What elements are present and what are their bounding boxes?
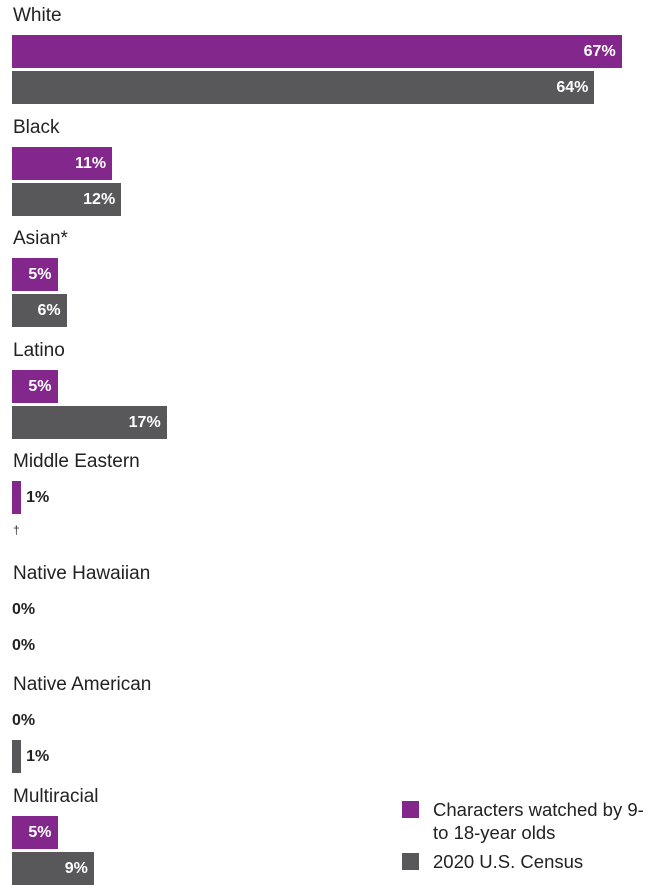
value-label: 11% (74, 154, 107, 172)
category-label: Native Hawaiian (13, 562, 151, 584)
bar-census (12, 71, 595, 104)
category-label: Middle Eastern (13, 451, 140, 472)
legend-item-characters: Characters watched by 9- to 18-year olds (402, 798, 662, 844)
value-label: 12% (83, 190, 116, 208)
value-label: 1% (26, 748, 50, 765)
value-label: 6% (37, 302, 61, 319)
value-label: 67% (583, 43, 616, 60)
value-label: 0% (12, 600, 36, 618)
category-label: Asian* (13, 228, 68, 249)
bar-characters (12, 369, 58, 403)
bar-characters (12, 258, 58, 291)
value-label: 9% (64, 859, 88, 877)
value-label: 5% (28, 823, 52, 841)
bar-characters (12, 35, 622, 68)
legend-swatch-characters (402, 801, 419, 818)
category-label: Multiracial (13, 785, 99, 807)
legend-label-characters: Characters watched by 9- to 18-year olds (433, 799, 644, 843)
category-label: Native American (13, 674, 152, 695)
category-label: White (13, 5, 62, 26)
bar-characters (12, 815, 58, 849)
bar-characters (12, 481, 22, 514)
value-label: 0% (12, 712, 36, 729)
footnote-marker: † (13, 523, 20, 537)
value-label: 17% (128, 413, 161, 431)
legend-label-census: 2020 U.S. Census (433, 851, 584, 872)
value-label: 64% (556, 79, 589, 96)
legend: Characters watched by 9- to 18-year olds… (402, 798, 662, 879)
category-label: Black (13, 116, 60, 138)
legend-item-census: 2020 U.S. Census (402, 850, 662, 873)
value-label: 0% (12, 636, 36, 654)
value-label: 1% (26, 489, 50, 506)
value-label: 5% (28, 266, 52, 283)
bar-census (12, 294, 67, 327)
bar-census (12, 405, 167, 439)
bar-characters (12, 146, 113, 180)
bar-census (12, 740, 22, 773)
category-label: Latino (13, 339, 65, 361)
value-label: 5% (28, 377, 52, 395)
bar-census (12, 182, 122, 216)
legend-swatch-census (402, 853, 419, 870)
